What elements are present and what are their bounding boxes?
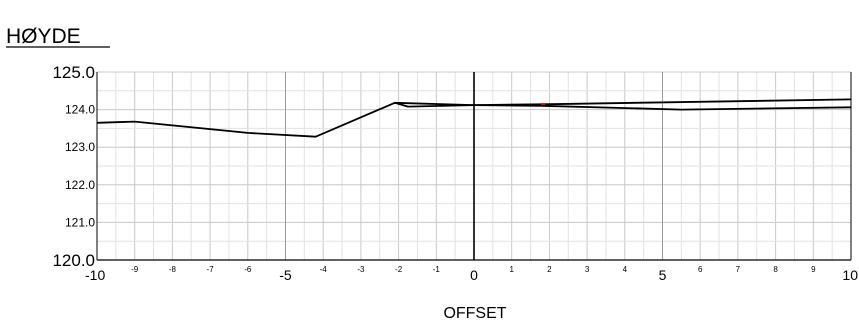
x-tick-label: -3 (357, 265, 365, 274)
x-tick-label: -4 (320, 265, 328, 274)
y-tick-label: 120.0 (52, 251, 95, 270)
y-tick-label: 125.0 (52, 63, 95, 82)
plot-frame (96, 72, 852, 261)
chart-title: HØYDE (6, 25, 81, 48)
x-tick-label: 7 (736, 265, 741, 274)
x-tick-label: -8 (169, 265, 177, 274)
x-tick-label: 9 (811, 265, 816, 274)
x-tick-label: 3 (585, 265, 590, 274)
y-tick-label: 122.0 (65, 178, 95, 192)
x-tick-label-major: 10 (842, 267, 858, 283)
y-tick-label: 123.0 (65, 140, 95, 154)
x-tick-label-major: -5 (279, 267, 292, 283)
x-tick-label-major: 5 (659, 267, 667, 283)
x-tick-label-major: -10 (85, 267, 105, 283)
tick-labels: 125.0 124.0 123.0 122.0 121.0 120.0 -9 -8 -7 -6 -4… (52, 63, 858, 283)
x-tick-label: 6 (698, 265, 703, 274)
x-tick-label: -2 (395, 265, 403, 274)
series-line-2 (394, 98, 852, 108)
x-tick-label-major: 0 (470, 267, 478, 283)
x-tick-label: 2 (547, 265, 552, 274)
x-tick-label: 4 (623, 265, 628, 274)
y-tick-label: 121.0 (65, 215, 95, 229)
x-tick-label: -7 (207, 265, 215, 274)
x-tick-label: 8 (773, 265, 778, 274)
x-tick-label: -6 (244, 265, 252, 274)
x-tick-label: -9 (131, 265, 139, 274)
x-tick-label: 1 (509, 265, 514, 274)
series-group (96, 98, 852, 138)
y-tick-label: 124.0 (65, 103, 95, 117)
x-tick-label: -1 (433, 265, 441, 274)
x-axis-label: OFFSET (443, 305, 506, 320)
